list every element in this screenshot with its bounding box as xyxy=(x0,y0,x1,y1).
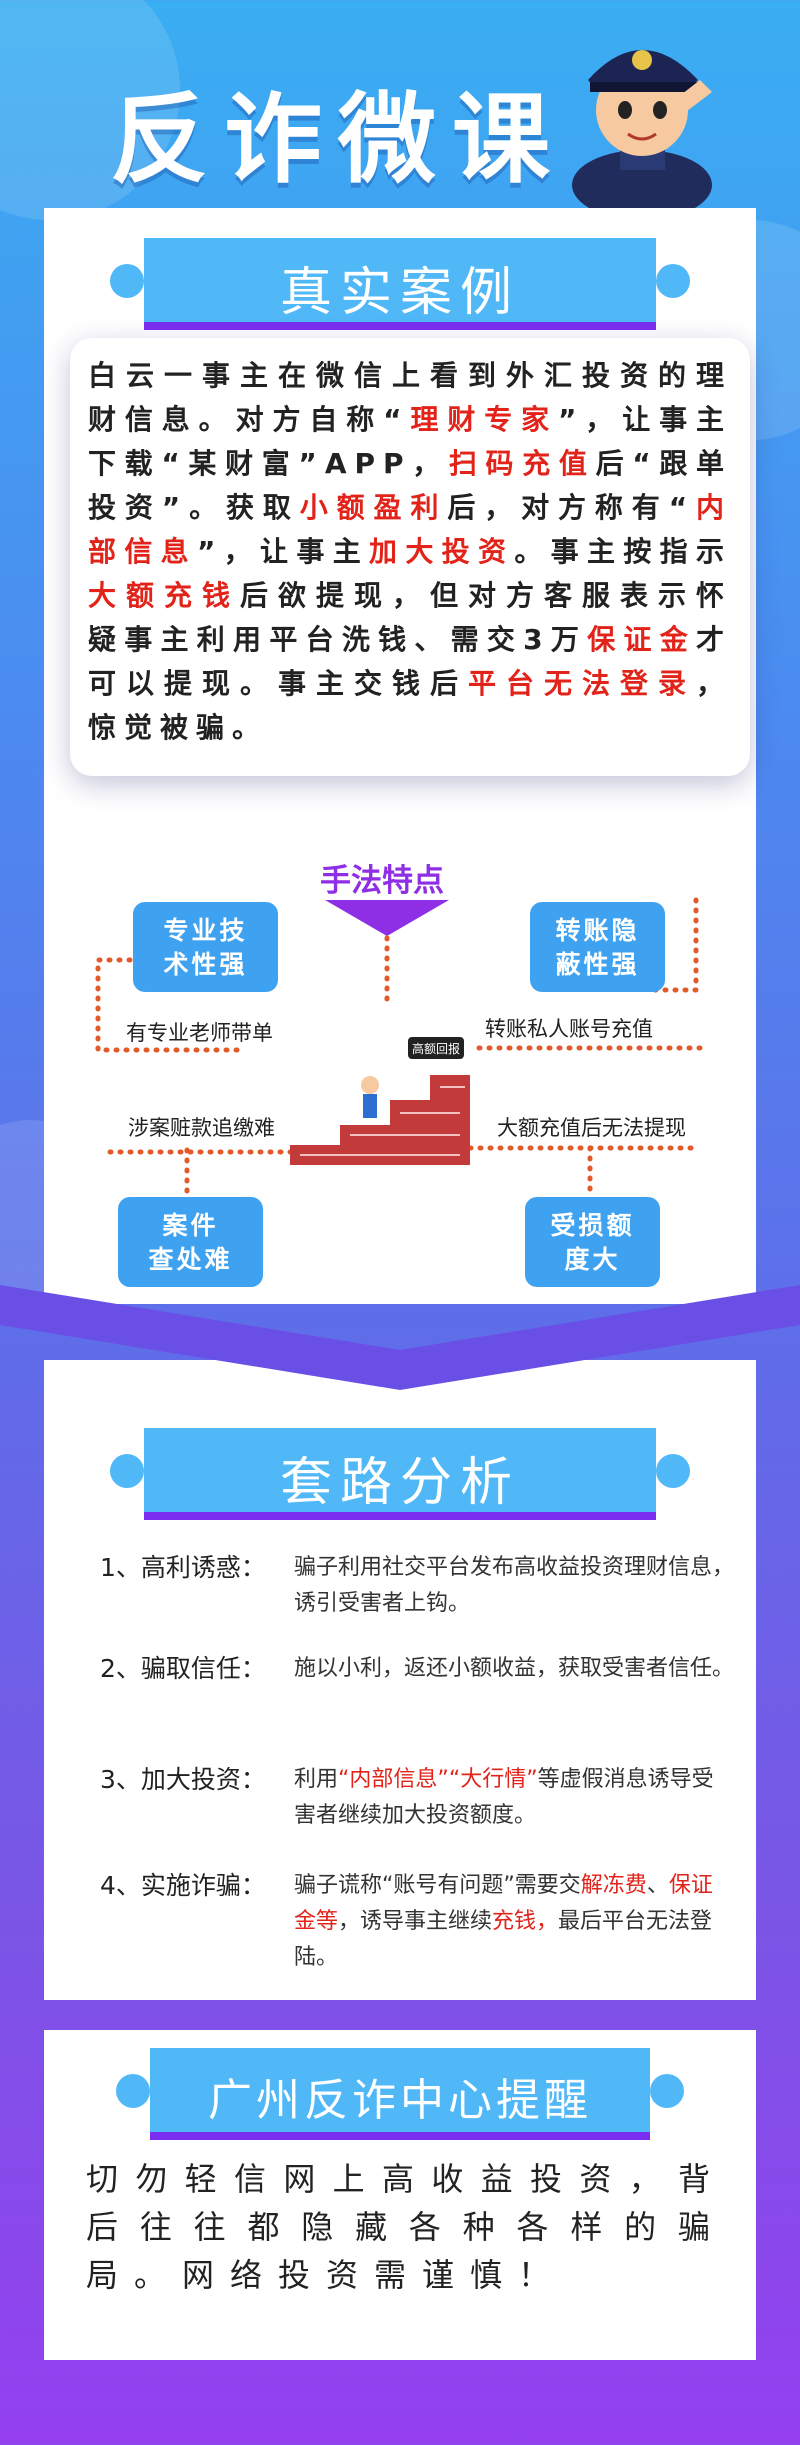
step-desc-highlight: 充钱， xyxy=(492,1909,559,1934)
step-label: 1、高利诱惑： xyxy=(100,1553,266,1582)
badge-technical: 专业技 术性强 xyxy=(133,902,278,992)
police-officer-illustration xyxy=(572,50,712,210)
reminder-text: 切勿轻信网上高收益投资，背后往往都隐藏各种各样的骗局。网络投资需谨慎！ xyxy=(86,2160,726,2294)
money-stairs-illustration: 高额回报 xyxy=(290,1037,470,1165)
badge-hard-investigation: 案件 查处难 xyxy=(118,1197,263,1287)
feature-text-teacher: 有专业老师带单 xyxy=(126,1021,273,1045)
feature-text-private-account: 转账私人账号充值 xyxy=(485,1017,653,1041)
story-highlight: 保证金 xyxy=(587,623,696,656)
illustration-sign: 高额回报 xyxy=(412,1041,460,1056)
step-desc-segment: 利用 xyxy=(294,1767,339,1792)
case-banner-label: 真实案例 xyxy=(279,263,520,323)
step-description: 利用“内部信息”“大行情”等虚假消息诱导受害者继续加大投资额度。 xyxy=(294,1762,734,1834)
story-segment: 后，对方称有“ xyxy=(447,491,696,524)
badge-large-loss: 受损额 度大 xyxy=(525,1197,660,1287)
section-divider-chevron xyxy=(0,1285,800,1390)
step-desc-segment: 骗子利用社交平台发布高收益投资理财信息，诱引受害者上钩。 xyxy=(294,1555,735,1616)
story-segment: 后“跟单投资”。获取 xyxy=(88,447,732,524)
feature-text-withdraw: 大额充值后无法提现 xyxy=(497,1116,686,1140)
story-segment: ”，让事主 xyxy=(196,535,370,568)
page-title: 反诈微课 xyxy=(110,83,567,197)
case-banner: 真实案例 xyxy=(110,238,690,330)
reminder-banner: 广州反诈中心提醒 xyxy=(116,2048,684,2140)
story-segment: ”，让事主下载“某财富”APP， xyxy=(88,403,732,480)
step-desc-highlight: 保证金等 xyxy=(294,1873,713,1934)
step-label: 2、骗取信任： xyxy=(100,1654,266,1683)
reminder-banner-label: 广州反诈中心提醒 xyxy=(208,2075,592,2126)
story-highlight: 平台无法登录 xyxy=(467,667,696,700)
story-highlight: 扫码充值 xyxy=(448,447,596,480)
story-highlight: 理财专家 xyxy=(409,403,559,436)
step-label: 4、实施诈骗： xyxy=(100,1871,266,1900)
story-highlight: 内部信息 xyxy=(88,491,733,568)
step-desc-segment: ，诱导事主继续 xyxy=(338,1909,493,1934)
story-segment: 。事主按指示 xyxy=(514,535,732,568)
features-title-arrow xyxy=(325,900,449,936)
step-description: 骗子谎称“账号有问题”需要交解冻费、保证金等，诱导事主继续充钱，最后平台无法登陆… xyxy=(294,1868,734,1976)
story-highlight: 加大投资 xyxy=(369,535,515,568)
features-title: 手法特点 xyxy=(320,863,444,899)
step-desc-segment: 施以小利，返还小额收益，获取受害者信任。 xyxy=(294,1656,735,1681)
step-desc-segment: 、 xyxy=(646,1873,669,1898)
case-story-card: 白云一事主在微信上看到外汇投资的理财信息。对方自称“理财专家”，让事主下载“某财… xyxy=(70,338,750,776)
step-description: 施以小利，返还小额收益，获取受害者信任。 xyxy=(294,1651,734,1687)
story-segment: 才可以提现。事主交钱后 xyxy=(88,623,732,700)
case-story-text: 白云一事主在微信上看到外汇投资的理财信息。对方自称“理财专家”，让事主下载“某财… xyxy=(88,359,732,744)
analysis-banner: 套路分析 xyxy=(110,1428,690,1520)
story-segment: ，惊觉被骗。 xyxy=(88,667,732,744)
story-segment: 后欲提现，但对方客服表示怀疑事主利用平台洗钱、需交3万 xyxy=(88,579,732,656)
step-label: 3、加大投资： xyxy=(100,1765,266,1794)
feature-text-recovery: 涉案赃款追缴难 xyxy=(128,1116,275,1140)
story-highlight: 大额充钱 xyxy=(88,579,240,612)
step-desc-segment: 等虚假消息诱导受害者继续加大投资额度。 xyxy=(294,1767,714,1828)
step-desc-highlight: “大行情” xyxy=(448,1767,538,1792)
story-highlight: 小额盈利 xyxy=(299,491,448,524)
badge-concealed-transfer: 转账隐 蔽性强 xyxy=(530,902,665,992)
analysis-banner-label: 套路分析 xyxy=(279,1453,520,1513)
step-desc-segment: 骗子谎称“账号有问题”需要交 xyxy=(294,1873,581,1898)
step-description: 骗子利用社交平台发布高收益投资理财信息，诱引受害者上钩。 xyxy=(294,1550,734,1622)
story-segment: 白云一事主在微信上看到外汇投资的理财信息。对方自称“ xyxy=(88,359,732,436)
step-desc-segment: 最后平台无法登陆。 xyxy=(294,1909,713,1970)
step-desc-highlight: “内部信息” xyxy=(338,1767,449,1792)
step-desc-highlight: 解冻费 xyxy=(580,1873,647,1898)
